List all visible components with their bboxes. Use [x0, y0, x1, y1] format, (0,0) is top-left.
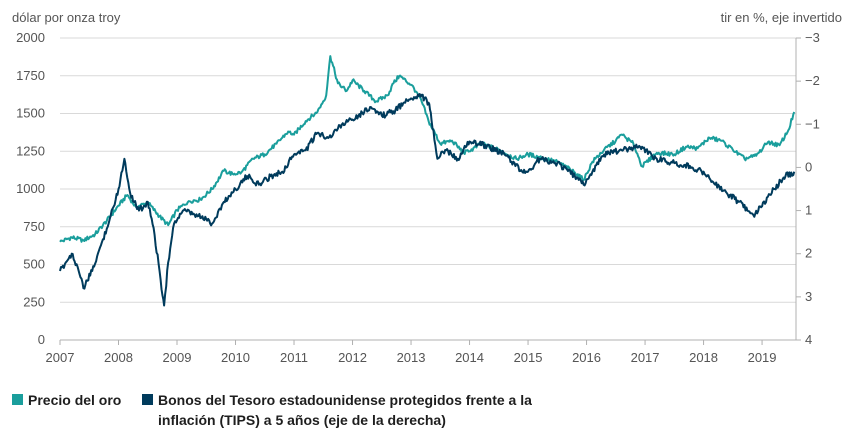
- left-tick-label: 1500: [16, 106, 45, 121]
- right-tick-label: −2: [805, 73, 820, 88]
- x-tick-label: 2015: [514, 350, 543, 365]
- right-tick-label: 4: [805, 332, 812, 347]
- x-tick-label: 2008: [104, 350, 133, 365]
- grid-lines: [60, 37, 796, 341]
- x-tick-label: 2011: [280, 350, 308, 365]
- right-tick-label: −3: [805, 30, 820, 45]
- right-tick-label: 0: [805, 159, 812, 174]
- x-tick-label: 2017: [631, 350, 660, 365]
- tips-yield-line: [59, 93, 796, 307]
- right-tick-label: 2: [805, 246, 812, 261]
- legend-swatch-gold: [12, 394, 23, 405]
- x-axis: 2007 2008 2009 2010 2011 2012 2013 2014 2015 2016…: [46, 340, 777, 365]
- x-tick-label: 2018: [689, 350, 718, 365]
- gold-price-line: [59, 55, 796, 243]
- right-axis: −3 −2 −1 0 1 2 3 4: [795, 30, 820, 347]
- series-lines: [59, 55, 796, 307]
- x-tick-label: 2012: [338, 350, 367, 365]
- left-axis-title: dólar por onza troy: [12, 10, 121, 25]
- left-tick-label: 0: [38, 332, 45, 347]
- legend-label-tips: Bonos del Tesoro estadounidense protegid…: [158, 392, 532, 428]
- x-tick-label: 2019: [748, 350, 777, 365]
- right-tick-label: 1: [805, 203, 812, 218]
- chart-area: dólar por onza troy tir en %, eje invert…: [12, 10, 842, 365]
- x-tick-label: 2013: [397, 350, 426, 365]
- left-tick-label: 250: [23, 294, 45, 309]
- legend-item-tips: Bonos del Tesoro estadounidense protegid…: [142, 390, 542, 430]
- right-tick-label: −1: [805, 116, 820, 131]
- x-tick-label: 2010: [221, 350, 250, 365]
- x-tick-label: 2016: [572, 350, 601, 365]
- x-tick-label: 2014: [455, 350, 484, 365]
- legend-item-gold: Precio del oro: [12, 390, 121, 410]
- left-tick-label: 1000: [16, 181, 45, 196]
- left-tick-label: 1250: [16, 143, 45, 158]
- right-axis-title: tir en %, eje invertido: [721, 10, 842, 25]
- legend-swatch-tips: [142, 394, 153, 405]
- left-tick-label: 2000: [16, 30, 45, 45]
- left-axis: 0 250 500 750 1000 1250 1500 1750 2000: [16, 30, 45, 347]
- left-tick-label: 750: [23, 219, 45, 234]
- left-tick-label: 1750: [16, 68, 45, 83]
- left-tick-label: 500: [23, 257, 45, 272]
- legend-label-gold: Precio del oro: [28, 392, 122, 408]
- x-tick-label: 2007: [46, 350, 75, 365]
- x-tick-label: 2009: [163, 350, 192, 365]
- right-tick-label: 3: [805, 289, 812, 304]
